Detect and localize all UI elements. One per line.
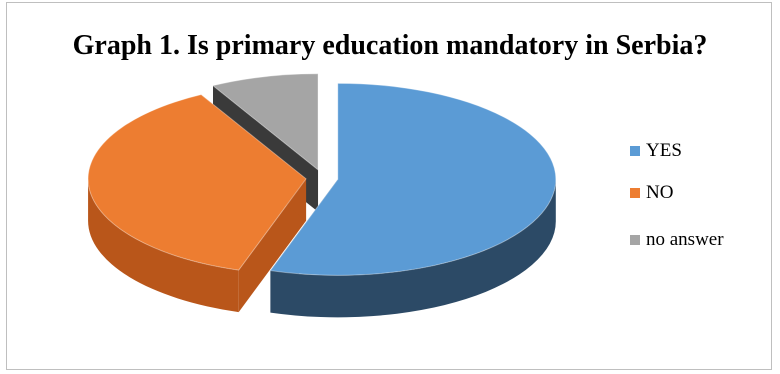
legend-swatch-no xyxy=(630,188,640,198)
legend-label-yes: YES xyxy=(646,140,682,161)
legend-label-no: NO xyxy=(646,182,674,203)
legend-label-no-answer: no answer xyxy=(646,229,724,250)
pie-slice-top-yes xyxy=(269,82,557,276)
pie-slice-side-no xyxy=(88,178,239,313)
pie-slice-wall-no-0 xyxy=(238,178,307,313)
pie-slice-side-yes xyxy=(270,179,556,318)
legend-swatch-no-answer xyxy=(630,235,640,245)
legend-swatch-yes xyxy=(630,146,640,156)
pie-slice-yes xyxy=(269,82,557,318)
pie-slice-no xyxy=(87,94,307,313)
pie-slice-top-no-answer xyxy=(211,73,319,171)
chart-title: Graph 1. Is primary education mandatory … xyxy=(72,30,708,61)
pie-slice-top-no xyxy=(87,94,307,271)
